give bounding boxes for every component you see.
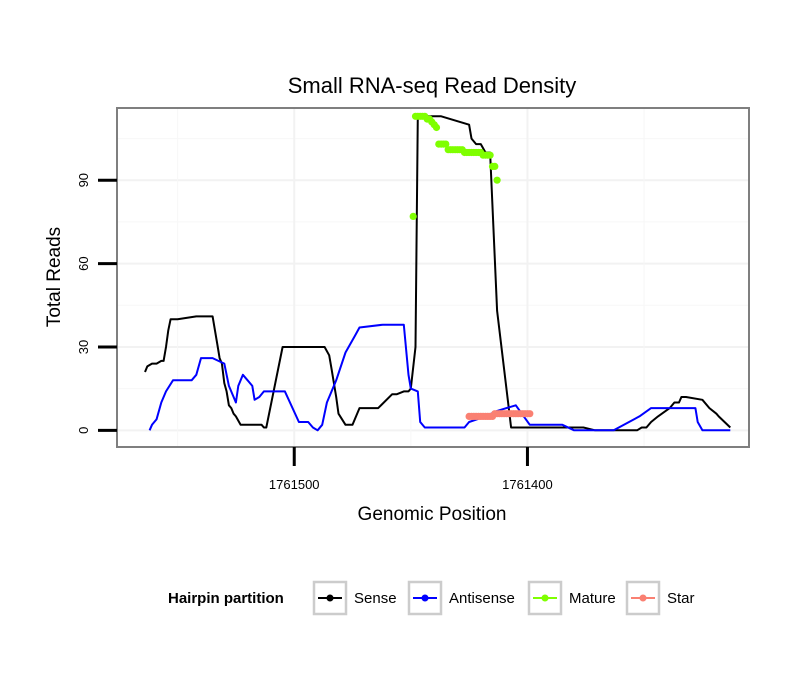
legend-key-point-mature <box>541 594 549 602</box>
grid-lines <box>117 108 749 447</box>
series-mature-point <box>491 162 499 170</box>
series-mature-point <box>442 140 450 148</box>
legend-label-sense: Sense <box>354 590 397 607</box>
legend-label-star: Star <box>667 590 695 607</box>
legend-title: Hairpin partition <box>168 590 284 607</box>
legend: Hairpin partition Sense Antisense Mature St… <box>168 580 695 616</box>
legend-label-mature: Mature <box>569 590 616 607</box>
axes: 0 30 60 90 1761500 1761400 <box>76 173 553 492</box>
legend-key-point-star <box>639 594 647 602</box>
x-tick-label-0: 1761500 <box>269 477 320 492</box>
series-mature-point <box>409 212 417 220</box>
y-tick-label-0: 0 <box>76 427 91 434</box>
y-axis-label: Total Reads <box>44 227 65 327</box>
series-star-point <box>526 410 534 418</box>
plot-panel-border <box>116 107 750 448</box>
legend-label-antisense: Antisense <box>449 590 515 607</box>
y-tick-label-1: 30 <box>76 340 91 354</box>
y-tick-label-3: 90 <box>76 173 91 187</box>
x-tick-label-1: 1761400 <box>502 477 553 492</box>
y-tick-label-2: 60 <box>76 256 91 270</box>
series-mature-point <box>493 176 501 184</box>
series-mature-point <box>432 123 441 132</box>
series-antisense-line <box>148 323 731 432</box>
series-layer <box>144 112 731 432</box>
series-mature-point <box>486 151 494 159</box>
legend-key-point-sense <box>326 594 334 602</box>
chart-title: Small RNA-seq Read Density <box>288 73 577 98</box>
legend-key-point-antisense <box>421 594 429 602</box>
x-axis-label: Genomic Position <box>358 504 507 525</box>
series-sense-line <box>144 115 731 432</box>
